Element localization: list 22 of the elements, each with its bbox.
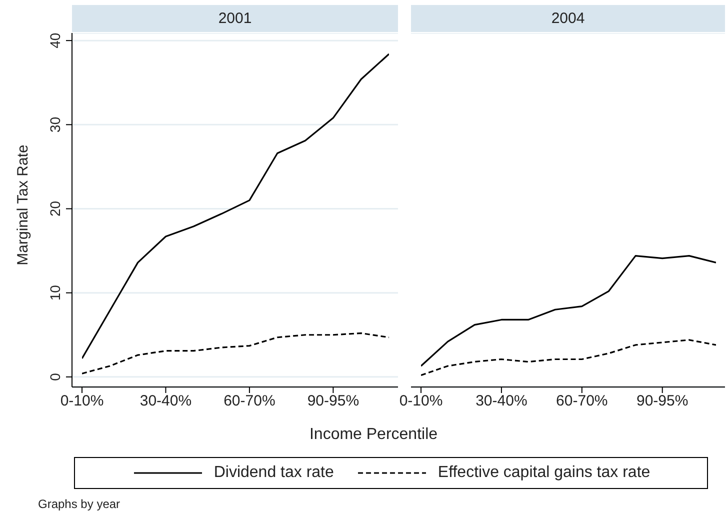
- x-axis-title: Income Percentile: [308, 426, 439, 444]
- text: Graphs by year: [38, 497, 120, 511]
- legend-label: Dividend tax rate: [214, 464, 334, 482]
- x-tick-label: 0-10%: [60, 392, 104, 410]
- x-tick-label: 60-70%: [556, 392, 608, 410]
- y-tick-label: 10: [47, 284, 63, 301]
- legend-label: Effective capital gains tax rate: [438, 464, 650, 482]
- y-tick-label: 0: [47, 372, 63, 381]
- x-tick-label: 30-40%: [476, 392, 528, 410]
- chart-title: 2004: [411, 5, 725, 32]
- x-tick-label: 90-95%: [307, 392, 360, 410]
- chart-title: 2001: [72, 5, 398, 32]
- y-tick-label: 40: [47, 32, 63, 48]
- y-tick-label: 20: [47, 200, 63, 217]
- y-axis-title: Marginal Tax Rate: [14, 144, 32, 266]
- line-series: [82, 332, 389, 374]
- x-tick-label: 90-95%: [636, 392, 688, 410]
- y-tick-label: 30: [47, 116, 63, 132]
- x-tick-label: 30-40%: [140, 392, 192, 410]
- x-tick-label: 0-10%: [399, 392, 443, 410]
- line-series: [82, 53, 389, 360]
- x-tick-label: 60-70%: [224, 392, 276, 410]
